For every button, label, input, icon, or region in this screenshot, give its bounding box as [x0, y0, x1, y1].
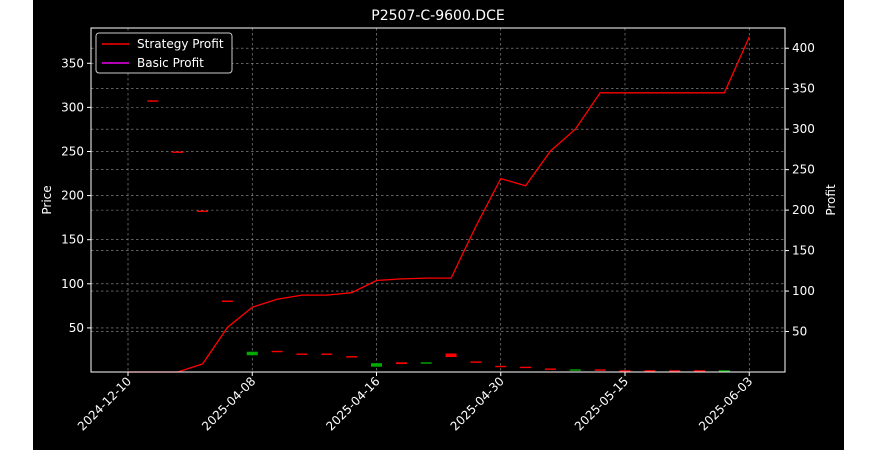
legend-box — [95, 32, 233, 74]
candle — [172, 151, 184, 153]
candle — [221, 300, 233, 302]
strategy-profit-line — [128, 36, 750, 373]
line-layer — [128, 36, 750, 373]
right-tick-label: 150 — [792, 244, 815, 258]
x-tick-label: 2025-04-30 — [448, 374, 507, 433]
candle — [395, 362, 407, 365]
x-tick-label: 2025-06-03 — [696, 374, 755, 433]
plot-frame — [90, 27, 786, 373]
x-tick-label: 2025-04-08 — [199, 374, 258, 433]
right-tick-label: 350 — [792, 82, 815, 96]
grid-layer — [91, 28, 785, 372]
candle — [147, 100, 159, 102]
candle — [420, 362, 432, 364]
x-tick-label: 2025-04-16 — [323, 374, 382, 433]
right-tick-label: 400 — [792, 41, 815, 55]
candle — [644, 370, 656, 372]
candle — [544, 368, 556, 370]
candle — [594, 369, 606, 371]
right-tick-label: 50 — [792, 325, 807, 339]
left-tick-label: 250 — [61, 144, 84, 158]
candle — [718, 370, 730, 372]
legend: Strategy Profit Basic Profit — [95, 32, 233, 74]
candle — [495, 365, 507, 368]
candle-layer — [147, 100, 730, 372]
candle — [371, 363, 382, 367]
left-tick-label: 200 — [61, 189, 84, 203]
candle — [346, 356, 358, 358]
candle — [197, 210, 209, 212]
left-tick-label: 150 — [61, 233, 84, 247]
right-tick-label: 300 — [792, 122, 815, 136]
chart-title: P2507-C-9600.DCE — [371, 8, 504, 24]
legend-label-basic: Basic Profit — [137, 56, 204, 70]
right-tick-label: 100 — [792, 284, 815, 298]
candle — [321, 353, 333, 355]
right-tick-label: 250 — [792, 163, 815, 177]
candle — [520, 366, 532, 369]
candle — [694, 370, 706, 372]
candle — [669, 370, 681, 372]
candle — [296, 353, 308, 355]
candle — [569, 369, 581, 371]
chart-svg: 50 100 150 200 250 300 350 50 100 150 200 250 300 350… — [40, 8, 838, 433]
left-tick-label: 350 — [61, 56, 84, 70]
right-tick-label: 200 — [792, 203, 815, 217]
candle — [470, 361, 482, 363]
left-axis-label: Price — [40, 185, 54, 214]
candle — [619, 370, 631, 372]
left-tick-label: 300 — [61, 100, 84, 114]
candle — [246, 351, 258, 356]
axis-layer: 50 100 150 200 250 300 350 50 100 150 200 250 300 350… — [61, 41, 815, 433]
x-tick-label: 2025-05-15 — [572, 374, 631, 433]
candle — [445, 353, 457, 358]
legend-label-strategy: Strategy Profit — [137, 37, 224, 51]
candle — [271, 350, 283, 353]
left-tick-label: 50 — [69, 321, 84, 335]
right-axis-label: Profit — [824, 184, 838, 216]
left-tick-label: 100 — [61, 277, 84, 291]
x-tick-label: 2024-12-10 — [75, 374, 134, 433]
chart-figure: 50 100 150 200 250 300 350 50 100 150 200 250 300 350… — [33, 0, 844, 450]
